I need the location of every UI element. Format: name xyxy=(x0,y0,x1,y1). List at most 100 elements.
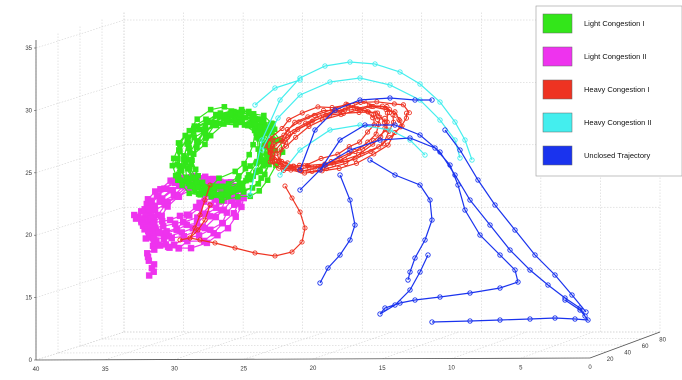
data-point xyxy=(210,190,216,197)
data-point xyxy=(403,110,410,116)
data-point xyxy=(397,69,403,75)
data-point xyxy=(299,110,305,116)
data-point xyxy=(296,119,302,125)
data-point xyxy=(189,157,195,164)
x-tick-label: 0 xyxy=(588,365,592,371)
y-tick-label: 40 xyxy=(624,350,631,356)
data-point xyxy=(213,204,220,211)
data-point xyxy=(184,141,190,147)
data-point xyxy=(177,148,183,155)
data-point xyxy=(392,172,398,178)
data-point xyxy=(302,225,308,231)
trajectory-line xyxy=(369,159,433,281)
data-point xyxy=(195,173,201,179)
z-tick-label: 30 xyxy=(25,108,32,114)
data-point xyxy=(455,182,461,188)
data-point xyxy=(272,253,278,259)
grid-line xyxy=(312,331,393,360)
series-unclosed-trajectory xyxy=(297,95,591,325)
trajectory-line xyxy=(189,184,306,257)
data-point xyxy=(202,217,208,223)
data-point xyxy=(279,125,285,132)
data-point xyxy=(233,122,239,128)
data-point xyxy=(175,193,182,200)
data-point xyxy=(427,197,433,203)
data-point xyxy=(286,117,292,123)
data-point xyxy=(387,127,393,133)
data-point xyxy=(377,137,383,143)
data-point xyxy=(312,127,318,133)
data-point xyxy=(202,141,208,148)
data-point xyxy=(255,181,262,187)
trajectory-line xyxy=(319,124,586,317)
axes xyxy=(35,40,661,361)
data-point xyxy=(400,102,406,108)
grid-line xyxy=(105,331,192,360)
grid-line xyxy=(520,331,594,359)
data-point xyxy=(207,106,214,113)
data-point xyxy=(258,119,265,125)
trajectory-line xyxy=(276,105,403,174)
data-point xyxy=(269,137,276,143)
x-tick-label: 25 xyxy=(240,366,247,372)
data-point xyxy=(199,179,206,186)
data-point xyxy=(142,235,150,242)
data-point xyxy=(247,192,253,198)
data-point xyxy=(145,272,153,279)
trajectory-line xyxy=(319,174,356,284)
data-point xyxy=(368,103,374,109)
data-point xyxy=(277,97,283,103)
data-point xyxy=(201,224,208,232)
data-point xyxy=(569,292,575,298)
data-point xyxy=(280,138,286,144)
grid-line xyxy=(57,351,608,354)
data-point xyxy=(169,162,176,169)
data-point xyxy=(264,177,271,183)
data-point xyxy=(507,247,513,253)
data-point xyxy=(207,182,213,188)
data-point xyxy=(532,252,538,258)
data-point xyxy=(405,277,411,283)
data-point xyxy=(346,150,352,156)
data-point xyxy=(552,272,558,278)
data-point xyxy=(467,318,473,324)
data-point xyxy=(237,111,244,118)
legend-label: Heavy Congestion I xyxy=(584,85,649,94)
data-point xyxy=(212,213,220,221)
data-point xyxy=(305,121,311,127)
series-light-congestion-i xyxy=(169,104,286,204)
data-point xyxy=(235,193,241,200)
data-point xyxy=(387,82,393,88)
data-point xyxy=(168,234,175,242)
data-point xyxy=(239,181,246,188)
trajectory-line xyxy=(299,97,432,171)
data-point xyxy=(512,267,518,273)
data-point xyxy=(417,132,423,138)
data-point xyxy=(257,153,264,160)
data-point xyxy=(497,285,503,291)
data-point xyxy=(360,146,366,152)
data-point xyxy=(246,121,252,127)
data-point xyxy=(278,162,284,168)
data-point xyxy=(224,118,231,124)
legend-entry: Heavy Congestion II xyxy=(542,112,652,133)
grid-line xyxy=(35,206,125,236)
data-point xyxy=(236,173,242,179)
grid-line xyxy=(35,82,125,111)
data-point xyxy=(252,102,258,108)
data-point xyxy=(437,99,443,105)
data-point xyxy=(337,172,343,178)
data-point xyxy=(197,212,203,218)
data-point xyxy=(180,157,187,163)
z-tick-label: 15 xyxy=(25,296,32,302)
data-point xyxy=(276,157,282,163)
data-point xyxy=(158,212,165,219)
data-point xyxy=(160,222,167,230)
legend-entry: Heavy Congestion I xyxy=(542,79,649,100)
data-point xyxy=(223,187,230,193)
x-tick-label: 30 xyxy=(171,367,178,373)
data-point xyxy=(149,220,157,227)
data-point xyxy=(407,135,413,141)
data-point xyxy=(187,244,195,252)
